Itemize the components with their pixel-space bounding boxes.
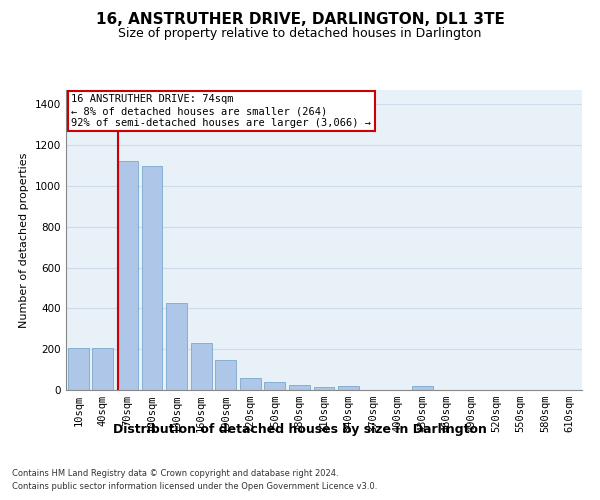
Bar xyxy=(289,385,310,390)
Bar xyxy=(142,166,163,390)
Text: Contains HM Land Registry data © Crown copyright and database right 2024.: Contains HM Land Registry data © Crown c… xyxy=(12,468,338,477)
Bar xyxy=(338,386,359,390)
Text: Distribution of detached houses by size in Darlington: Distribution of detached houses by size … xyxy=(113,422,487,436)
Bar xyxy=(240,378,261,390)
Bar xyxy=(117,162,138,390)
Text: 16 ANSTRUTHER DRIVE: 74sqm
← 8% of detached houses are smaller (264)
92% of semi: 16 ANSTRUTHER DRIVE: 74sqm ← 8% of detac… xyxy=(71,94,371,128)
Text: Contains public sector information licensed under the Open Government Licence v3: Contains public sector information licen… xyxy=(12,482,377,491)
Y-axis label: Number of detached properties: Number of detached properties xyxy=(19,152,29,328)
Bar xyxy=(412,386,433,390)
Text: 16, ANSTRUTHER DRIVE, DARLINGTON, DL1 3TE: 16, ANSTRUTHER DRIVE, DARLINGTON, DL1 3T… xyxy=(95,12,505,28)
Text: Size of property relative to detached houses in Darlington: Size of property relative to detached ho… xyxy=(118,28,482,40)
Bar xyxy=(68,348,89,390)
Bar xyxy=(191,342,212,390)
Bar xyxy=(92,348,113,390)
Bar xyxy=(265,382,286,390)
Bar xyxy=(166,304,187,390)
Bar xyxy=(215,360,236,390)
Bar xyxy=(314,388,334,390)
